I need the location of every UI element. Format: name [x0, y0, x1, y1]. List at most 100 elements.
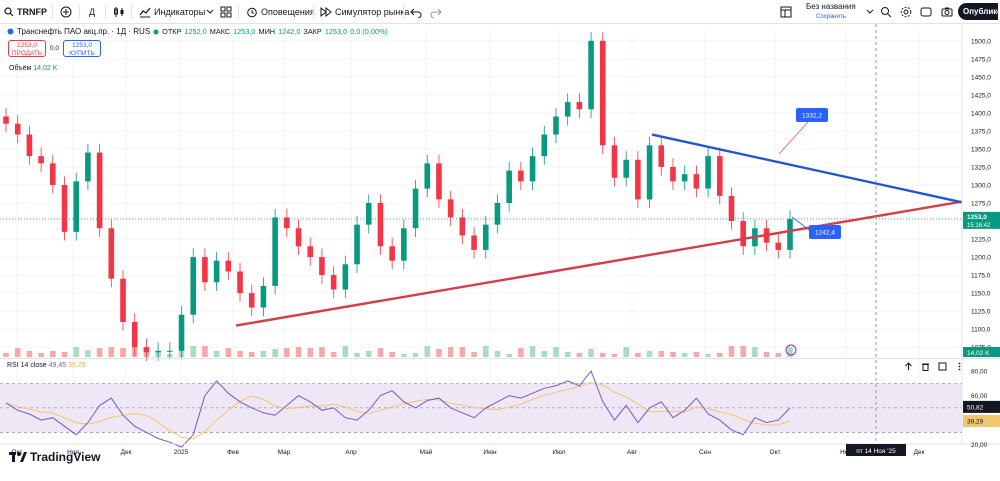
candle-body[interactable] [623, 159, 629, 178]
candle-body[interactable] [319, 257, 325, 276]
candle-body[interactable] [284, 217, 290, 229]
candle-body[interactable] [38, 156, 44, 164]
candle-body[interactable] [143, 347, 150, 353]
candle-body[interactable] [14, 123, 21, 135]
interval-button[interactable]: Д [89, 7, 96, 17]
candle-body[interactable] [131, 321, 138, 348]
candle-body[interactable] [73, 181, 80, 232]
candle-body[interactable] [424, 163, 431, 189]
layout-dropdown[interactable] [866, 3, 874, 21]
candle-body[interactable] [248, 293, 255, 308]
candle-body[interactable] [377, 203, 384, 247]
candle-body[interactable] [459, 217, 466, 236]
candle-body[interactable] [50, 163, 56, 185]
chart-type-button[interactable] [113, 3, 125, 21]
candle-body[interactable] [260, 285, 267, 308]
candle-body[interactable] [681, 174, 688, 182]
rsi-line[interactable] [5, 370, 791, 448]
candle-body[interactable] [728, 195, 735, 222]
fullscreen-button[interactable] [920, 3, 932, 21]
candle-body[interactable] [307, 246, 314, 258]
candle-body[interactable] [365, 203, 372, 225]
compare-button[interactable] [60, 3, 72, 21]
candle-body[interactable] [167, 350, 173, 352]
candle-body[interactable] [120, 278, 126, 322]
candle-body[interactable] [108, 228, 115, 279]
candle-body[interactable] [85, 152, 91, 182]
callout-box[interactable] [809, 225, 841, 239]
candle-body[interactable] [61, 184, 68, 232]
candle-body[interactable] [342, 264, 349, 290]
symbol-legend[interactable]: Транснефть ПАО акц.пр. · 1Д · RUS ОТКР 12… [7, 27, 388, 36]
candle-body[interactable] [213, 260, 220, 283]
trend-lines[interactable]: 1332,2 1242,4 [235, 108, 963, 356]
maximize-icon[interactable] [938, 362, 947, 371]
arrow-up-icon[interactable] [904, 362, 913, 371]
candle-body[interactable] [588, 40, 594, 110]
candle-body[interactable] [658, 145, 665, 167]
candle-body[interactable] [670, 166, 676, 182]
candle-body[interactable] [26, 134, 33, 157]
candle-body[interactable] [775, 242, 782, 250]
layout-name[interactable]: Без названия Сохранить [806, 2, 856, 22]
trendline-support[interactable] [235, 200, 963, 327]
candle-body[interactable] [599, 40, 606, 146]
candle-body[interactable] [202, 257, 208, 283]
candle-body[interactable] [705, 156, 711, 189]
candle-body[interactable] [693, 174, 700, 189]
candle-body[interactable] [740, 221, 746, 247]
trash-icon[interactable] [921, 362, 930, 371]
candle-body[interactable] [611, 145, 618, 178]
settings-button[interactable] [900, 3, 912, 21]
sell-button[interactable]: 1253,0 ПРОДАТЬ [8, 40, 46, 57]
undo-button[interactable] [410, 3, 422, 21]
candle-body[interactable] [295, 228, 302, 247]
candle-body[interactable] [330, 275, 337, 290]
callout-box[interactable] [796, 108, 828, 122]
candle-body[interactable] [787, 218, 793, 250]
candle-body[interactable] [482, 224, 489, 250]
candle-body[interactable] [518, 170, 524, 182]
candle-body[interactable] [190, 257, 197, 315]
candle-body[interactable] [447, 199, 454, 218]
candle-body[interactable] [506, 170, 512, 204]
candle-body[interactable] [225, 260, 232, 272]
buy-button[interactable]: 1253,0 КУПИТЬ [63, 40, 102, 57]
rsi-legend[interactable]: RSI 14 close 49,45 39,29 [7, 362, 86, 369]
symbol-search[interactable]: TRNFP [4, 3, 47, 21]
candle-body[interactable] [576, 102, 583, 110]
candle-body[interactable] [389, 246, 395, 261]
candle-body[interactable] [541, 134, 548, 157]
candle-body[interactable] [178, 314, 185, 351]
quick-search-button[interactable] [880, 3, 892, 21]
indicators-button[interactable]: Индикаторы [139, 3, 205, 21]
publish-button[interactable]: Опублико [958, 3, 998, 20]
candle-body[interactable] [436, 163, 442, 200]
alerts-button[interactable]: Оповещения [246, 3, 315, 21]
layouts-button[interactable] [220, 3, 232, 21]
candle-body[interactable] [3, 116, 9, 124]
candle-body[interactable] [155, 350, 161, 353]
layout-menu[interactable] [780, 3, 792, 21]
candle-body[interactable] [635, 159, 641, 200]
candle-body[interactable] [96, 152, 103, 229]
trendline-resistance[interactable] [651, 133, 963, 204]
tradingview-logo[interactable]: TradingView [9, 450, 100, 464]
replay-button[interactable]: Симулятор рынка [320, 3, 409, 21]
candle-body[interactable] [529, 156, 536, 182]
volume-legend[interactable]: Объём 14,02 K [9, 65, 57, 72]
candle-body[interactable] [471, 235, 477, 250]
candle-body[interactable] [412, 188, 419, 229]
redo-button[interactable] [430, 3, 442, 21]
candle-body[interactable] [272, 217, 278, 286]
candle-body[interactable] [237, 271, 243, 294]
candle-body[interactable] [401, 228, 407, 261]
more-icon[interactable] [955, 362, 964, 371]
candle-body[interactable] [716, 156, 723, 196]
candle-body[interactable] [354, 224, 360, 265]
candle-body[interactable] [494, 203, 501, 225]
dividend-lightning-icon[interactable] [785, 344, 797, 356]
rsi-panel[interactable] [0, 370, 962, 448]
candle-body[interactable] [646, 145, 653, 200]
